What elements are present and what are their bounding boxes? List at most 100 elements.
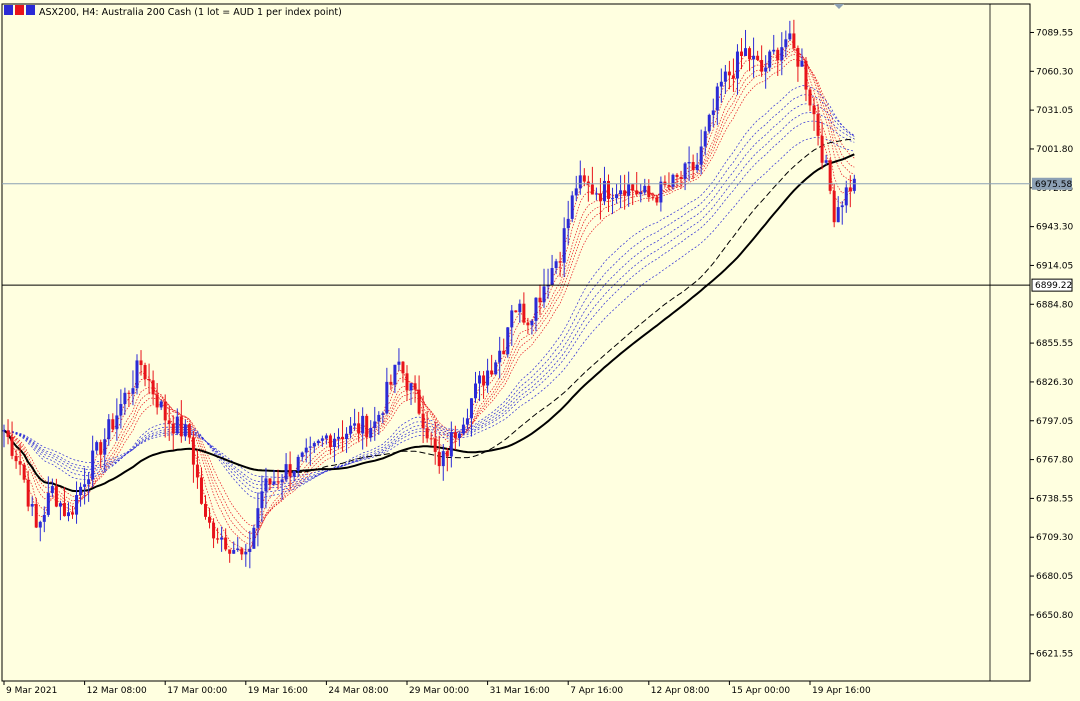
candle-body xyxy=(602,180,606,202)
candle-body xyxy=(502,350,506,355)
candle-body xyxy=(792,33,796,48)
candle-body xyxy=(30,504,34,507)
candle-body xyxy=(324,435,328,439)
candle-body xyxy=(691,162,695,170)
price-tick-label: 6680.05 xyxy=(1036,572,1073,582)
candle-body xyxy=(478,375,482,384)
candle-body xyxy=(844,187,848,206)
candle-body xyxy=(812,105,816,115)
candle-body xyxy=(667,185,671,187)
candle-body xyxy=(437,451,441,467)
candle-body xyxy=(405,373,409,391)
candle-body xyxy=(457,433,461,439)
candle-body xyxy=(393,364,397,385)
slow-ema-line xyxy=(3,103,855,489)
candle-body xyxy=(433,438,437,452)
candle-body xyxy=(397,361,401,365)
candle-body xyxy=(365,415,369,438)
candle-body xyxy=(212,522,216,539)
candle-body xyxy=(808,89,812,106)
candle-body xyxy=(179,416,183,437)
candle-body xyxy=(824,160,828,163)
price-tick-label: 7060.30 xyxy=(1036,67,1073,77)
candle-body xyxy=(578,175,582,189)
candle-body xyxy=(139,360,143,366)
candle-body xyxy=(204,503,207,517)
candle-body xyxy=(62,503,66,517)
candle-body xyxy=(623,190,627,196)
candle-body xyxy=(848,187,852,191)
chart-title: ASX200, H4: Australia 200 Cash (1 lot = … xyxy=(39,7,342,18)
price-tick-label: 7001.80 xyxy=(1036,145,1073,155)
candle-body xyxy=(776,49,780,61)
date-tick-label: 19 Mar 16:00 xyxy=(248,686,308,696)
candle-body xyxy=(199,477,203,504)
fast-ema-line xyxy=(3,51,855,540)
candle-body xyxy=(748,48,752,60)
slow-ema-line xyxy=(3,85,855,499)
candle-body xyxy=(530,320,534,326)
candle-body xyxy=(328,435,332,448)
candle-body xyxy=(71,512,75,515)
fast-ema-line xyxy=(3,59,855,526)
date-tick-label: 15 Apr 00:00 xyxy=(731,686,790,696)
candle-body xyxy=(445,451,449,457)
dashed-ma-line xyxy=(3,138,855,492)
candle-body xyxy=(256,508,260,528)
candle-body xyxy=(147,378,151,381)
candle-body xyxy=(772,49,776,52)
candle-body xyxy=(760,59,764,72)
candle-body xyxy=(611,198,615,200)
candle-body xyxy=(550,268,554,286)
candle-body xyxy=(615,194,619,199)
candle-body xyxy=(607,180,610,199)
date-tick-label: 29 Mar 00:00 xyxy=(409,686,469,696)
candle-body xyxy=(312,443,316,447)
candle-body xyxy=(784,39,788,48)
candle-body xyxy=(38,521,42,528)
candle-body xyxy=(401,361,405,374)
candle-body xyxy=(631,184,635,191)
price-tick-label: 6797.05 xyxy=(1036,417,1073,427)
candle-body xyxy=(389,381,393,385)
horizontal-line-label: 6899.22 xyxy=(1035,281,1072,291)
candle-body xyxy=(723,71,727,82)
candle-body xyxy=(494,362,498,375)
candle-body xyxy=(216,538,220,540)
date-tick-label: 7 Apr 16:00 xyxy=(570,686,623,696)
candle-body xyxy=(377,414,381,422)
candle-body xyxy=(208,516,212,523)
candle-body xyxy=(715,86,719,111)
candle-body xyxy=(42,514,46,522)
candle-body xyxy=(191,437,195,465)
candle-body xyxy=(421,413,425,429)
candle-body xyxy=(79,486,83,496)
candle-body xyxy=(292,470,296,477)
fast-ema-line xyxy=(3,39,855,553)
candle-body xyxy=(768,51,772,68)
candle-body xyxy=(731,75,735,79)
candle-body xyxy=(332,438,336,448)
candle-body xyxy=(304,447,308,453)
candle-body xyxy=(107,419,111,440)
candle-body xyxy=(828,160,832,191)
candle-body xyxy=(788,33,792,40)
candle-body xyxy=(336,436,340,439)
current-price-label: 6975.58 xyxy=(1035,180,1072,190)
candle-body xyxy=(361,415,365,434)
candle-body xyxy=(683,163,687,179)
candle-body xyxy=(99,442,103,455)
date-tick-label: 12 Apr 08:00 xyxy=(651,686,710,696)
candle-body xyxy=(582,175,586,182)
candle-body xyxy=(675,174,679,177)
candle-body xyxy=(518,303,522,313)
candle-body xyxy=(707,114,711,132)
candle-body xyxy=(10,436,14,456)
candle-body xyxy=(50,486,54,494)
candle-body xyxy=(558,261,562,263)
candle-body xyxy=(756,55,760,60)
candle-body xyxy=(506,327,510,355)
slow-ema-line xyxy=(3,112,855,486)
candle-body xyxy=(643,185,647,193)
candle-body xyxy=(232,550,236,554)
